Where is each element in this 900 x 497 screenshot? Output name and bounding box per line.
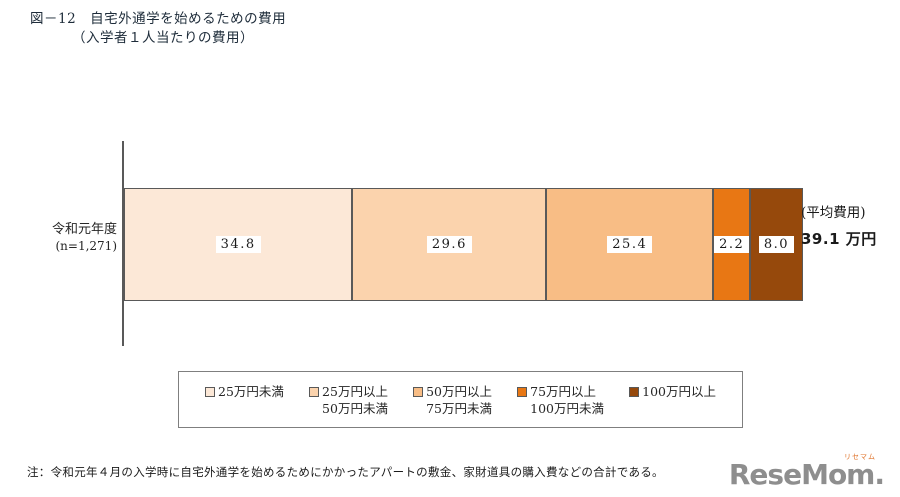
- legend: 25万円未満 25万円以上 50万円未満 50万円以上 75万円未満 75万円以上 100万…: [178, 371, 743, 428]
- chart-title: 図－12 自宅外通学を始めるための費用 （入学者１人当たりの費用）: [30, 10, 286, 48]
- resemom-logo: リセマム ReseMom.: [728, 452, 885, 491]
- legend-label: 25万円以上 50万円未満: [322, 384, 388, 416]
- chart-title-line2: （入学者１人当たりの費用）: [72, 30, 254, 46]
- legend-item-1: 25万円未満: [205, 383, 284, 427]
- y-axis-line: [122, 141, 124, 346]
- legend-marker: [629, 387, 640, 397]
- bar-segment-3: 25.4: [546, 188, 714, 301]
- legend-label: 25万円未満: [218, 384, 284, 399]
- legend-item-3: 50万円以上 75万円未満: [413, 383, 492, 427]
- legend-label: 50万円以上 75万円未満: [426, 384, 492, 416]
- category-sample-size: (n=1,271): [55, 239, 118, 253]
- bar-segment-1: 34.8: [124, 188, 353, 301]
- average-cost: (平均費用) 39.1 万円: [801, 201, 877, 249]
- legend-item-5: 100万円以上: [629, 383, 716, 427]
- legend-label: 100万円以上: [642, 384, 716, 399]
- bar-segment-value: 34.8: [215, 236, 261, 253]
- bar-segment-value: 29.6: [426, 236, 472, 253]
- bar-segment-value: 2.2: [714, 236, 750, 253]
- footnote: 注：令和元年４月の入学時に自宅外通学を始めるためにかかったアパートの敷金、家財道…: [27, 465, 664, 479]
- bar-segment-value: 8.0: [758, 236, 795, 253]
- bar-segment-2: 29.6: [352, 188, 547, 301]
- legend-marker: [309, 387, 320, 397]
- legend-item-4: 75万円以上 100万円未満: [517, 383, 604, 427]
- legend-item-2: 25万円以上 50万円未満: [309, 383, 388, 427]
- resemom-logo-ruby: リセマム: [844, 453, 876, 461]
- category-name: 令和元年度: [51, 222, 117, 237]
- bar-segment-value: 25.4: [607, 236, 653, 253]
- legend-marker: [413, 387, 424, 397]
- resemom-logo-text: ReseMom.: [728, 458, 885, 491]
- legend-marker: [517, 387, 528, 397]
- average-cost-value: 39.1 万円: [801, 230, 877, 248]
- bar-segment-4: 2.2: [713, 188, 751, 301]
- chart-title-line1: 図－12 自宅外通学を始めるための費用: [30, 11, 287, 27]
- legend-label: 75万円以上 100万円未満: [530, 384, 604, 416]
- stacked-bar: 34.8 29.6 25.4 2.2 8.0: [124, 188, 803, 301]
- category-label: 令和元年度 (n=1,271): [10, 221, 117, 255]
- average-cost-label: (平均費用): [801, 205, 866, 221]
- bar-segment-5: 8.0: [750, 188, 803, 301]
- legend-marker: [205, 387, 215, 397]
